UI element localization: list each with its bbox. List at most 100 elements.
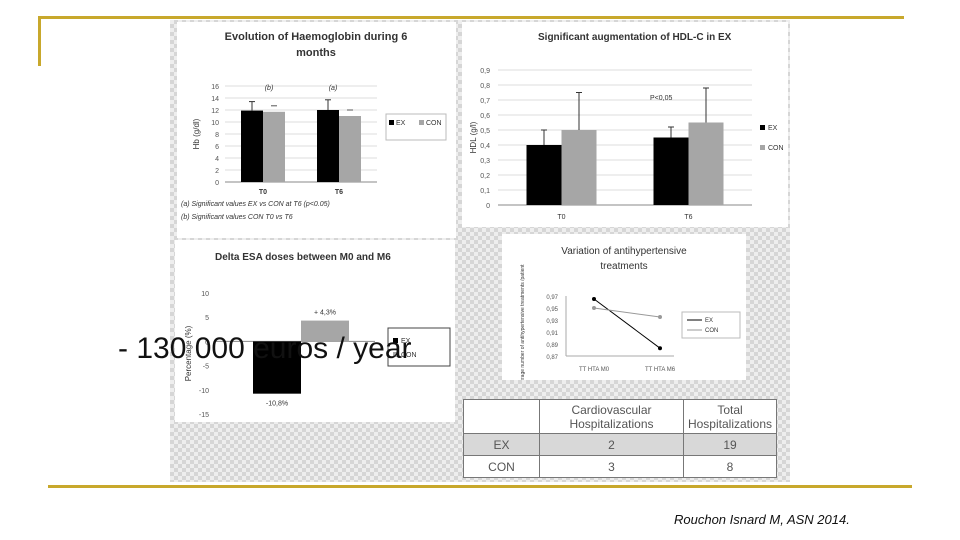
table-row: EX 2 19 (463, 433, 777, 456)
hospitalizations-table: Cardiovascular Hospitalizations Total Ho… (463, 399, 777, 478)
y-tick-label: 0,95 (546, 307, 558, 313)
legend-label: EX (396, 120, 406, 127)
chart-title: Variation of antihypertensive (561, 246, 687, 257)
y-tick-label: 0,4 (480, 143, 490, 150)
bar (339, 116, 361, 182)
legend-label: EX (705, 318, 713, 324)
bar (301, 320, 349, 342)
y-tick-label: 0,93 (546, 319, 558, 325)
y-tick-label: 0,2 (480, 173, 490, 180)
y-tick-label: 0,9 (480, 68, 490, 75)
y-tick-label: 0,89 (546, 343, 558, 349)
y-tick-label: -10 (199, 388, 209, 395)
legend-box (387, 327, 451, 367)
legend-swatch (760, 145, 765, 150)
table-header-cell: Cardiovascular Hospitalizations (539, 399, 684, 434)
table-cell: 8 (683, 455, 777, 478)
y-tick-label: 14 (211, 96, 219, 103)
y-axis-label: HDL (g/l) (469, 121, 478, 153)
table-cell: CON (463, 455, 540, 478)
significance-annotation: (a) (329, 85, 338, 92)
y-tick-label: -15 (199, 412, 209, 419)
y-tick-label: 0,3 (480, 158, 490, 165)
data-point (658, 346, 662, 351)
antihypertensive-chart-panel: Variation of antihypertensive treatments 0… (502, 234, 746, 388)
table-cell: EX (463, 433, 540, 456)
data-point (658, 315, 662, 319)
y-axis-label: Percentage (%) (184, 325, 193, 381)
chart-title: Evolution of Haemoglobin during 6 (225, 31, 408, 43)
y-axis-label: Average number of antihypertensive treat… (520, 264, 526, 380)
y-tick-label: 0,6 (480, 113, 490, 120)
hdl-chart: Significant augmentation of HDL-C in EX 0… (469, 32, 784, 221)
footnote: (a) Significant values EX vs CON at T6 (… (181, 201, 330, 208)
hdl-chart-panel: Significant augmentation of HDL-C in EX 0… (462, 22, 788, 227)
savings-overlay-text: - 130 000 euros / year (118, 332, 412, 365)
data-label: -10,8% (266, 401, 288, 408)
legend-label: EX (401, 338, 411, 345)
y-tick-label: 0,5 (480, 128, 490, 135)
y-tick-label: 0,8 (480, 83, 490, 90)
legend-label: CON (401, 352, 417, 359)
y-tick-label: 5 (205, 315, 209, 322)
hb-chart-panel: Evolution of Haemoglobin during 6 months 0… (177, 22, 456, 238)
chart-title: Delta ESA doses between M0 and M6 (215, 252, 391, 263)
chart-title: months (296, 47, 336, 59)
bar (526, 145, 562, 205)
bar (263, 111, 285, 182)
data-point (592, 297, 596, 301)
bottom-accent-line (48, 485, 912, 488)
legend-label: CON (426, 120, 442, 127)
y-axis-label: Hb (g/dl) (192, 118, 201, 149)
table-cell: 2 (539, 433, 684, 456)
y-tick-label: 12 (211, 108, 219, 115)
y-tick-label: 4 (215, 156, 219, 163)
y-tick-label: 10 (211, 120, 219, 127)
y-tick-label: 8 (215, 132, 219, 139)
legend-swatch (389, 120, 394, 125)
significance-annotation: (b) (265, 85, 274, 92)
legend-label: CON (705, 328, 718, 334)
bar (561, 130, 597, 205)
y-tick-label: 16 (211, 84, 219, 91)
table-header-cell (463, 399, 540, 434)
y-tick-label: 0 (205, 339, 209, 346)
legend-label: EX (768, 125, 778, 132)
y-tick-label: 6 (215, 144, 219, 151)
table-header-cell: Total Hospitalizations (683, 399, 777, 434)
x-tick-label: T6 (684, 214, 692, 221)
series-line (593, 307, 661, 318)
citation-text: Rouchon Isnard M, ASN 2014. (674, 512, 850, 527)
esa-chart-panel: Delta ESA doses between M0 and M6 10 5 0 -5 -… (175, 240, 455, 422)
x-tick-label: TT HTA M0 (579, 367, 610, 373)
y-tick-label: 0 (486, 203, 490, 210)
legend-swatch (393, 352, 398, 357)
x-tick-label: T6 (335, 189, 343, 196)
x-tick-label: T0 (557, 214, 565, 221)
y-tick-label: 10 (201, 291, 209, 298)
chart-title: treatments (600, 261, 647, 272)
y-tick-label: 0,91 (546, 331, 558, 337)
hospitalizations-table-panel: Cardiovascular Hospitalizations Total Ho… (463, 399, 777, 478)
footnote: (b) Significant values CON T0 vs T6 (181, 214, 293, 221)
y-tick-label: -5 (203, 364, 209, 371)
table-header-row: Cardiovascular Hospitalizations Total Ho… (463, 399, 777, 434)
legend-box (681, 311, 741, 339)
legend-swatch (760, 125, 765, 130)
top-accent-line (38, 16, 904, 19)
table-row: CON 3 8 (463, 455, 777, 478)
series-line (593, 298, 661, 349)
bar (317, 110, 339, 182)
y-tick-label: 2 (215, 168, 219, 175)
legend-swatch (393, 338, 398, 343)
y-tick-label: 0,97 (546, 295, 558, 301)
table-cell: 3 (539, 455, 684, 478)
antihypertensive-chart: Variation of antihypertensive treatments 0… (520, 246, 741, 388)
legend-label: CON (768, 145, 784, 152)
y-tick-label: 0,7 (480, 98, 490, 105)
left-accent-line (38, 16, 41, 66)
bar (653, 137, 689, 205)
x-tick-label: TT HTA M6 (645, 367, 676, 373)
data-label: + 4,3% (314, 310, 336, 317)
x-tick-label: T0 (259, 189, 267, 196)
